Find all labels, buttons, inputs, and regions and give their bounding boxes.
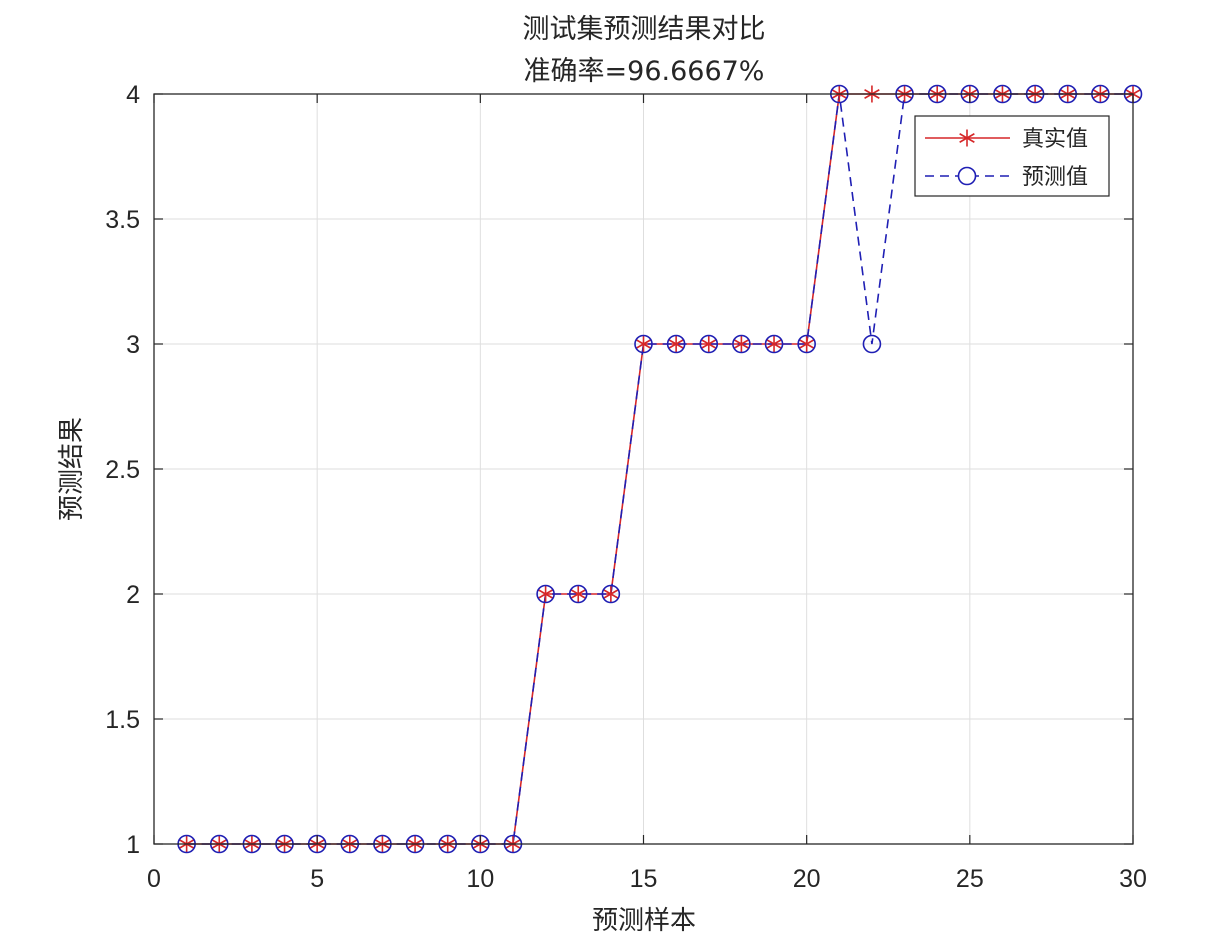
- x-tick-label: 10: [466, 865, 494, 893]
- pred-point-19: [764, 334, 784, 354]
- axis-ticks: 0 5 10 15 20 25 30 1 1.5 2 2.5 3 3.5 4: [105, 81, 1147, 893]
- y-tick-label: 2.5: [105, 456, 140, 484]
- y-tick-label: 4: [126, 81, 140, 109]
- pred-point-17: [699, 334, 719, 354]
- x-tick-label: 25: [956, 865, 984, 893]
- chart-title: 测试集预测结果对比: [523, 14, 766, 45]
- legend-marker-pred: [957, 166, 977, 186]
- legend-label-true: 真实值: [1022, 127, 1088, 152]
- true-point-20: [798, 335, 815, 353]
- y-tick-label: 1.5: [105, 706, 140, 734]
- pred-point-18: [732, 334, 751, 354]
- legend-label-pred: 预测值: [1022, 165, 1088, 190]
- true-point-18: [733, 335, 750, 353]
- legend: 真实值 预测值: [914, 115, 1110, 197]
- y-tick-label: 1: [126, 831, 140, 859]
- x-tick-label: 5: [310, 865, 324, 893]
- pred-point-12: [536, 584, 555, 604]
- true-point-14: [603, 585, 619, 603]
- legend-marker-true: [959, 129, 975, 147]
- x-tick-label: 15: [630, 865, 658, 893]
- x-axis-label: 预测样本: [592, 906, 696, 936]
- legend-box: [914, 115, 1110, 197]
- x-tick-label: 30: [1119, 865, 1147, 893]
- x-tick-label: 20: [793, 865, 821, 893]
- y-axis-label: 预测结果: [57, 417, 87, 521]
- x-tick-label: 0: [147, 865, 161, 893]
- true-point-17: [701, 335, 717, 353]
- legend-entry-pred: 预测值: [925, 165, 1088, 190]
- pred-point-13: [568, 584, 588, 604]
- y-tick-label: 2: [126, 581, 140, 609]
- true-point-16: [668, 335, 684, 353]
- pred-point-14: [601, 584, 621, 604]
- pred-point-20: [797, 334, 816, 354]
- chart-subtitle: 准确率=96.6667%: [524, 56, 765, 87]
- y-tick-label: 3.5: [105, 206, 140, 234]
- pred-point-15: [634, 334, 653, 354]
- y-tick-label: 3: [126, 331, 140, 359]
- true-point-19: [766, 335, 782, 353]
- true-point-13: [570, 585, 586, 603]
- legend-entry-true: 真实值: [925, 127, 1088, 152]
- true-point-15: [635, 335, 652, 353]
- pred-point-22: [862, 334, 882, 354]
- pred-point-16: [666, 334, 686, 354]
- true-point-12: [537, 585, 554, 603]
